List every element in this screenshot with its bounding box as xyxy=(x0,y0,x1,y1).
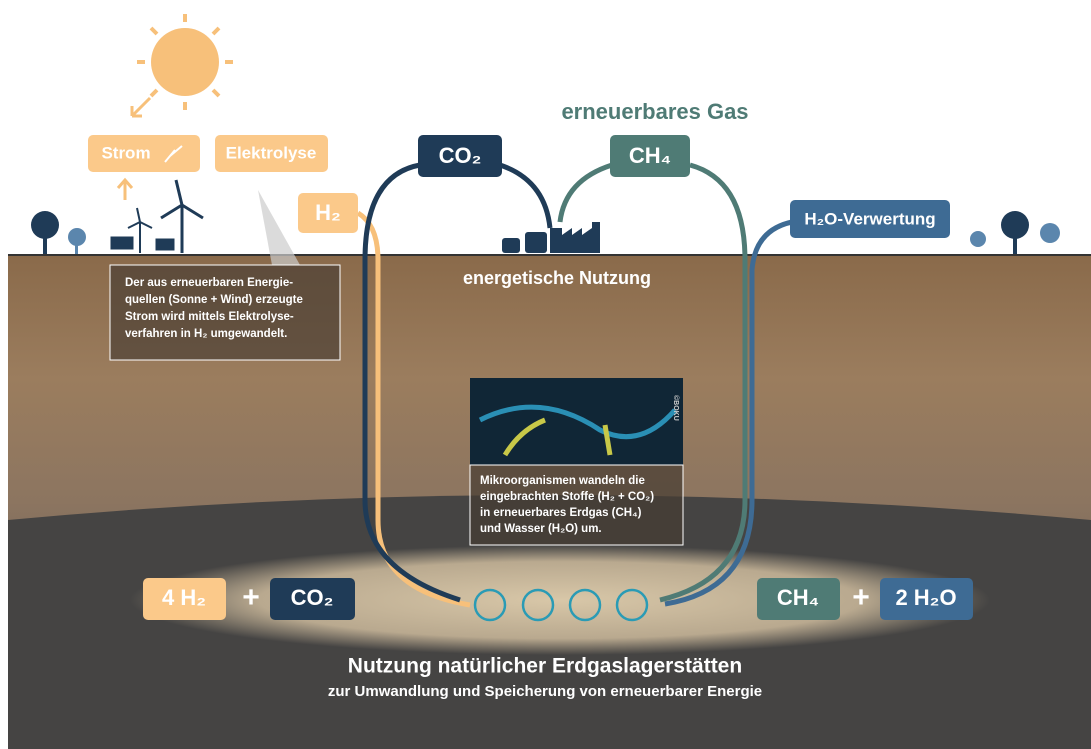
sun xyxy=(118,14,233,200)
co2-label: CO₂ xyxy=(439,143,482,168)
ch4-label: CH₄ xyxy=(629,143,671,168)
footer-subtitle: zur Umwandlung und Speicherung von erneu… xyxy=(328,683,762,700)
info-line: eingebrachten Stoffe (H₂ + CO₂) xyxy=(480,491,654,503)
info-line: und Wasser (H₂O) um. xyxy=(480,523,602,535)
ch4-arc xyxy=(560,165,612,222)
strom-label: Strom xyxy=(101,143,150,162)
info-line: quellen (Sonne + Wind) erzeugte xyxy=(125,294,303,306)
h2o-label: H₂O-Verwertung xyxy=(804,209,935,228)
diagram: Strom Elektrolyse H₂ CO₂ CH₄ erneuerbare… xyxy=(0,0,1091,749)
eq-term: CO₂ xyxy=(291,585,334,610)
title: erneuerbares Gas xyxy=(561,99,748,124)
eq-plus: + xyxy=(852,581,870,614)
info-line: Mikroorganismen wandeln die xyxy=(480,475,645,487)
info-line: verfahren in H₂ umgewandelt. xyxy=(125,328,287,340)
usage-label: energetische Nutzung xyxy=(463,268,651,288)
eq-term: 2 H₂O xyxy=(895,585,956,610)
microbe-photo xyxy=(470,378,683,465)
photo-credit: ©BOKU xyxy=(672,395,680,421)
info-line: Der aus erneuerbaren Energie- xyxy=(125,277,293,289)
eq-term: CH₄ xyxy=(777,585,819,610)
footer-title: Nutzung natürlicher Erdgaslagerstätten xyxy=(348,655,742,678)
elektrolyse-label: Elektrolyse xyxy=(226,143,317,162)
pointer xyxy=(258,190,300,265)
h2-label: H₂ xyxy=(315,200,341,225)
eq-term: 4 H₂ xyxy=(162,585,206,610)
info-line: in erneuerbares Erdgas (CH₄) xyxy=(480,507,642,519)
info-line: Strom wird mittels Elektrolyse- xyxy=(125,311,294,323)
eq-plus: + xyxy=(242,581,260,614)
co2-arc xyxy=(500,165,550,228)
